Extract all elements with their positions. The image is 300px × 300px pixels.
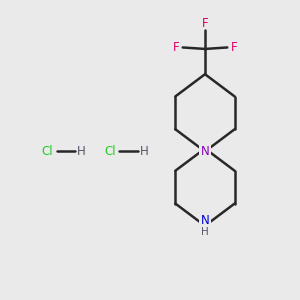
Text: N: N [201, 214, 209, 227]
Text: F: F [173, 41, 179, 54]
Text: F: F [230, 41, 237, 54]
Text: H: H [140, 145, 148, 158]
Text: H: H [77, 145, 86, 158]
Text: Cl: Cl [42, 145, 53, 158]
Text: F: F [202, 16, 208, 30]
Text: N: N [201, 145, 209, 158]
Text: H: H [201, 227, 209, 237]
Text: Cl: Cl [104, 145, 116, 158]
